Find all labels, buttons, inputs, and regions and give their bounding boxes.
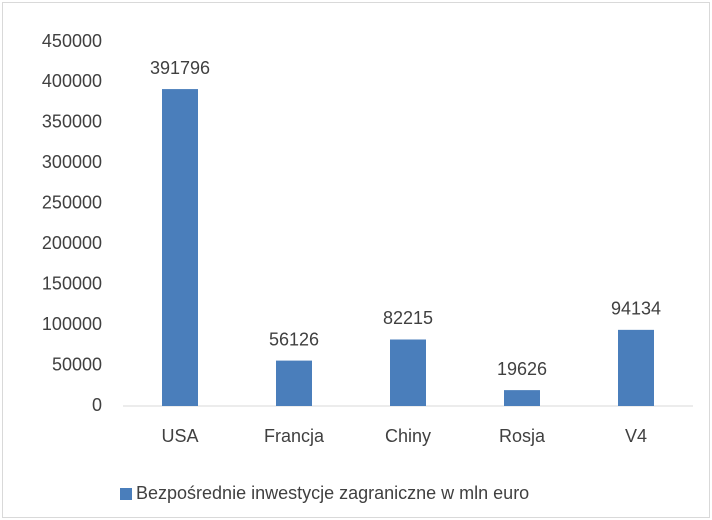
bar <box>276 360 312 406</box>
y-tick-label: 450000 <box>42 31 102 51</box>
data-label: 82215 <box>383 308 433 328</box>
y-tick-label: 200000 <box>42 233 102 253</box>
x-tick-label: Francja <box>264 426 325 446</box>
x-tick-label: V4 <box>625 426 647 446</box>
bar <box>618 329 654 406</box>
data-label: 56126 <box>269 329 319 349</box>
y-tick-label: 300000 <box>42 152 102 172</box>
y-tick-label: 350000 <box>42 112 102 132</box>
y-tick-label: 400000 <box>42 71 102 91</box>
bar <box>390 339 426 406</box>
data-label: 94134 <box>611 299 661 319</box>
x-tick-label: USA <box>161 426 198 446</box>
y-tick-label: 250000 <box>42 193 102 213</box>
y-tick-label: 150000 <box>42 273 102 293</box>
y-tick-label: 0 <box>92 395 102 415</box>
x-tick-label: Chiny <box>385 426 431 446</box>
legend-swatch <box>120 488 132 500</box>
data-label: 391796 <box>150 58 210 78</box>
y-tick-label: 50000 <box>52 354 102 374</box>
data-label: 19626 <box>497 359 547 379</box>
x-tick-label: Rosja <box>499 426 546 446</box>
legend-label: Bezpośrednie inwestycje zagraniczne w ml… <box>136 483 529 503</box>
bar <box>504 390 540 406</box>
bar <box>162 89 198 406</box>
y-tick-label: 100000 <box>42 314 102 334</box>
